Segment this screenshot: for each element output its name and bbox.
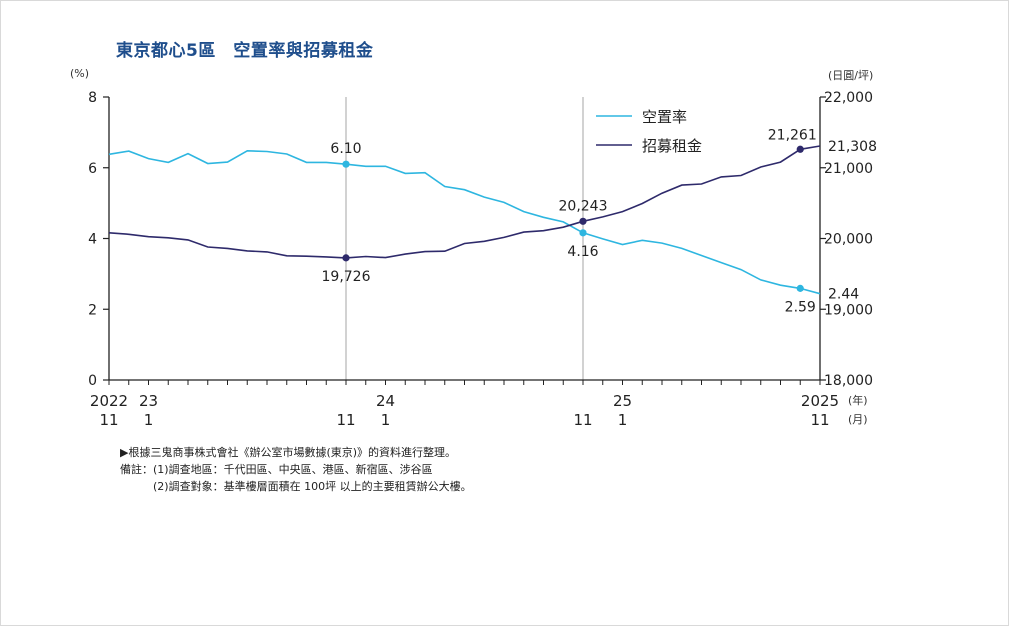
x-year-label: 2025 [801, 392, 839, 410]
data-label: 20,243 [559, 198, 608, 214]
source-note: ▶根據三鬼商事株式會社《辦公室市場數據(東京)》的資料進行整理。 [120, 446, 457, 459]
left-tick-label: 0 [88, 373, 97, 389]
data-label: 21,261 [768, 127, 817, 143]
left-axis-unit: (%) [70, 67, 90, 80]
chart-canvas: 0246818,00019,00020,00021,00022,00020221… [88, 90, 877, 429]
right-tick-label: 18,000 [824, 373, 873, 389]
left-tick-label: 4 [88, 232, 97, 248]
remark-note-2: (2)調查對象：基準樓層面積在 100坪 以上的主要租賃辦公大樓。 [120, 480, 472, 493]
month-unit-label: (月) [848, 413, 868, 426]
rent-marker [342, 254, 350, 262]
x-month-label: 1 [144, 411, 154, 429]
chart-title: 東京都心5區 空置率與招募租金 [116, 41, 374, 61]
right-axis-unit: (日圓/坪) [828, 69, 874, 82]
rent-marker [796, 145, 804, 153]
right-tick-label: 19,000 [824, 302, 873, 318]
left-tick-label: 8 [88, 90, 97, 106]
x-year-label: 2022 [90, 392, 128, 410]
legend-label: 空置率 [642, 108, 687, 126]
x-year-label: 23 [139, 392, 158, 410]
x-month-label: 11 [810, 411, 829, 429]
year-unit-label: (年) [848, 393, 868, 407]
vacancy-marker [796, 284, 804, 292]
vacancy-rate-line [108, 149, 821, 295]
rent-marker [579, 217, 587, 225]
asking-rent-line [108, 145, 821, 259]
left-tick-label: 6 [88, 161, 97, 177]
x-month-label: 1 [381, 411, 391, 429]
vacancy-marker [579, 229, 587, 237]
remark-note-1: 備註：(1)調查地區：千代田區、中央區、港區、新宿區、涉谷區 [120, 463, 433, 476]
data-label: 6.10 [330, 141, 361, 157]
x-year-label: 25 [613, 392, 632, 410]
vacancy-marker [342, 160, 350, 168]
notes-block: ▶根據三鬼商事株式會社《辦公室市場數據(東京)》的資料進行整理。 備註：(1)調… [120, 444, 472, 495]
x-month-label: 11 [336, 411, 355, 429]
data-label: 19,726 [322, 269, 371, 285]
x-month-label: 1 [618, 411, 628, 429]
x-year-label: 24 [376, 392, 395, 410]
right-tick-label: 21,000 [824, 161, 873, 177]
data-label: 4.16 [567, 244, 598, 260]
right-tick-label: 20,000 [824, 232, 873, 248]
legend-label: 招募租金 [642, 137, 702, 155]
x-month-label: 11 [99, 411, 118, 429]
data-label: 2.44 [828, 287, 859, 303]
right-tick-label: 22,000 [824, 90, 873, 106]
x-month-label: 11 [573, 411, 592, 429]
data-label: 2.59 [785, 299, 816, 315]
data-label: 21,308 [828, 139, 877, 155]
left-tick-label: 2 [88, 302, 97, 318]
